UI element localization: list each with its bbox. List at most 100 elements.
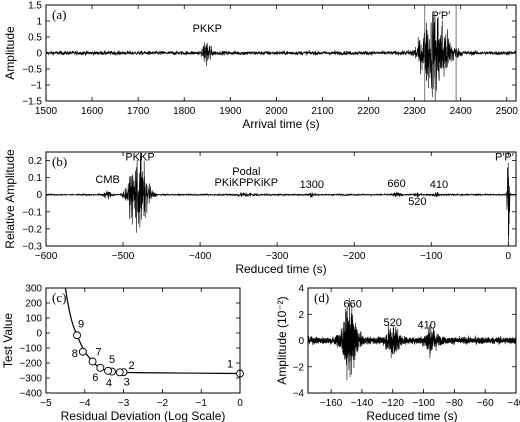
iteration-point [88, 357, 97, 366]
iteration-point [104, 366, 113, 375]
x-tick-label: −3 [118, 398, 130, 409]
x-tick-label: −200 [343, 251, 366, 262]
x-tick-label: −40 [508, 398, 520, 409]
x-tick-label: 0 [237, 398, 243, 409]
annotation: CMB [95, 174, 119, 186]
y-tick-label: 200 [25, 299, 42, 310]
plot-frame [45, 4, 517, 102]
annotation: Podal [232, 166, 260, 178]
x-tick-label: −5 [40, 398, 52, 409]
x-tick-label: 2200 [357, 106, 380, 117]
x-tick-label: 2000 [265, 106, 288, 117]
y-tick-label: 300 [25, 284, 42, 295]
x-tick-label: −300 [266, 251, 289, 262]
annotation: 660 [344, 299, 362, 311]
x-tick-label: −500 [112, 251, 135, 262]
y-tick-label: 1.5 [28, 1, 42, 12]
x-tick-label: −1 [195, 398, 207, 409]
y-tick-label: −2 [293, 362, 305, 373]
x-tick-label: 0 [506, 251, 512, 262]
annotation: 410 [430, 179, 448, 191]
point-label: 1 [227, 359, 233, 371]
x-tick-label: −400 [189, 251, 212, 262]
y-tick-label: −1 [31, 81, 43, 92]
x-tick-label: −2 [157, 398, 169, 409]
x-tick-label: 1500 [35, 106, 58, 117]
panel-letter: (b) [52, 154, 67, 169]
panel-letter: (a) [52, 7, 66, 22]
point-label: 8 [72, 348, 78, 360]
x-tick-label: −120 [381, 398, 404, 409]
plot-frame [45, 287, 241, 394]
panel-a: 1500 1600 1700 1800 1900 2000 2100 2200 2300 2400… [3, 1, 518, 132]
y-tick-label: 0.1 [28, 173, 42, 184]
y-axis-label: Relative Amplitude [3, 149, 17, 249]
test-value-curve [64, 288, 240, 375]
annotation: 520 [408, 196, 426, 208]
y-axis-label: Amplitude (10⁻²) [275, 296, 289, 384]
x-tick-label: 1700 [127, 106, 150, 117]
seismogram-trace [308, 298, 516, 380]
x-tick-label: −80 [446, 398, 463, 409]
panel-b: −600 −500 −400 −300 −200 −100 0 −0.3 −0.2 −0.1 0 0.… [3, 149, 517, 276]
y-tick-label: 0 [36, 190, 42, 201]
iteration-point [73, 331, 81, 340]
iteration-point [78, 347, 87, 356]
y-tick-label: −0.5 [22, 65, 42, 76]
x-axis-label: Arrival time (s) [242, 117, 319, 131]
x-tick-label: 2100 [311, 106, 334, 117]
y-tick-label: −0.3 [22, 242, 42, 253]
annotation: PKKP [125, 152, 154, 164]
x-tick-label: −100 [412, 398, 435, 409]
x-axis-label: Reduced time (s) [235, 262, 326, 276]
annotation: 410 [417, 320, 435, 332]
x-tick-label: −600 [35, 251, 58, 262]
seismogram-trace [46, 13, 516, 101]
annotation: 1300 [300, 179, 324, 191]
annotation: PKKP [193, 23, 222, 35]
y-tick-label: 0.2 [28, 156, 42, 167]
x-tick-label: 2500 [496, 106, 519, 117]
plot-frame [45, 151, 517, 247]
x-tick-label: −4 [79, 398, 91, 409]
x-axis-label: Residual Deviation (Log Scale) [61, 409, 226, 422]
point-label: 7 [95, 347, 101, 359]
annotation: 660 [387, 178, 405, 190]
x-tick-label: 2300 [404, 106, 427, 117]
y-tick-label: −300 [19, 374, 42, 385]
annotation: P′P′ [431, 10, 450, 22]
y-tick-label: 0 [36, 49, 42, 60]
panel-c: −5 −4 −3 −2 −1 0 −400 −300 −200 −100 0 100 200 300 Res… [1, 284, 244, 422]
plot-frame [307, 287, 517, 394]
y-tick-label: −100 [19, 344, 42, 355]
point-label: 3 [124, 376, 130, 388]
y-tick-label: −200 [19, 359, 42, 370]
y-tick-label: −400 [19, 389, 42, 400]
iteration-point [115, 368, 124, 377]
x-tick-label: 1800 [173, 106, 196, 117]
x-tick-label: 1600 [81, 106, 104, 117]
iteration-point [96, 363, 105, 372]
y-tick-label: 1 [36, 17, 42, 28]
point-label: 5 [109, 354, 115, 366]
x-tick-label: 1900 [219, 106, 242, 117]
x-tick-label: −140 [351, 398, 374, 409]
y-tick-label: 2 [298, 310, 304, 321]
x-tick-label: −160 [320, 398, 343, 409]
y-tick-label: −0.2 [22, 224, 42, 235]
point-label: 2 [129, 360, 135, 372]
point-label: 4 [106, 378, 112, 390]
x-tick-label: 2400 [450, 106, 473, 117]
x-axis-label: Reduced time (s) [366, 409, 457, 422]
y-tick-label: 0 [36, 329, 42, 340]
annotation: P′P′ [495, 152, 514, 164]
y-tick-label: −4 [293, 389, 305, 400]
panel-letter: (c) [52, 290, 66, 305]
point-label: 9 [78, 318, 84, 330]
y-tick-label: 0 [298, 336, 304, 347]
y-axis-label: Amplitude [3, 26, 17, 80]
y-tick-label: −0.1 [22, 207, 42, 218]
y-tick-label: 100 [25, 314, 42, 325]
y-tick-label: 0.5 [28, 33, 42, 44]
panel-letter: (d) [314, 290, 329, 305]
